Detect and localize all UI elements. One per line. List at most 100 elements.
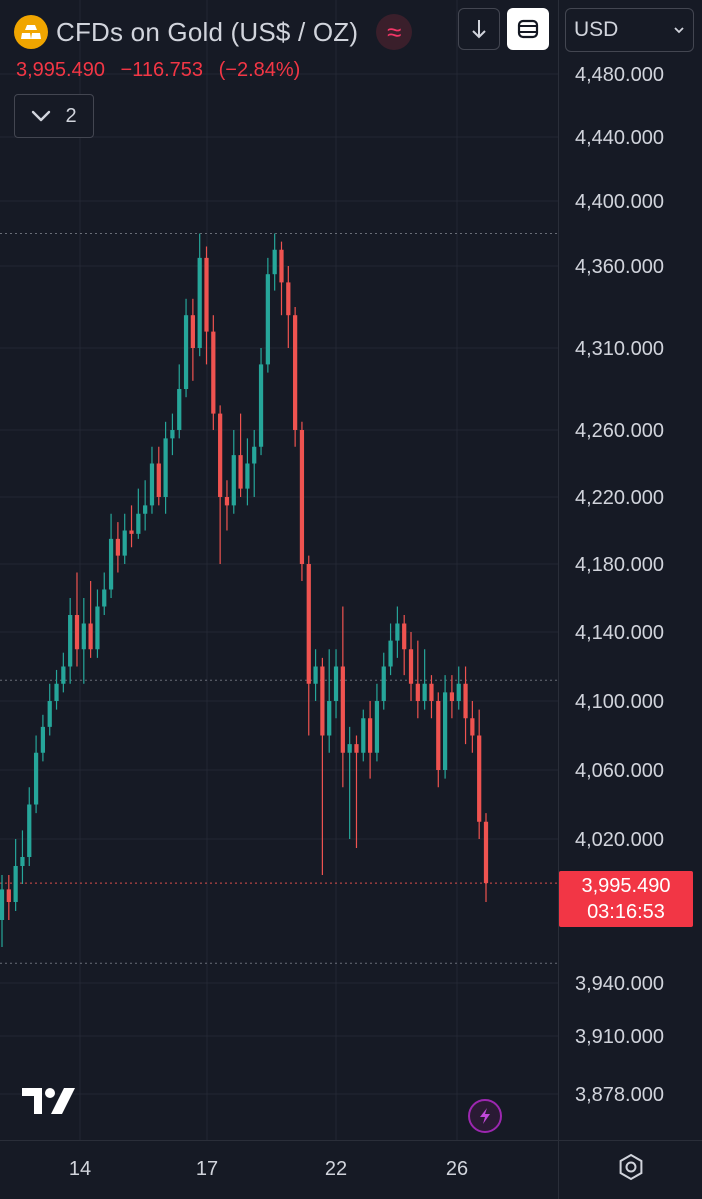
candle[interactable] — [40, 714, 46, 762]
candle[interactable] — [299, 421, 305, 581]
candle[interactable] — [156, 446, 161, 506]
candle-body — [340, 666, 345, 753]
candle[interactable] — [20, 830, 25, 884]
candle[interactable] — [347, 726, 352, 839]
settings-gear-icon[interactable] — [617, 1153, 645, 1186]
candle[interactable] — [279, 241, 284, 316]
candle[interactable] — [245, 438, 250, 506]
indicator-collapse-button[interactable]: 2 — [14, 94, 94, 138]
candle-body — [95, 606, 100, 650]
candle[interactable] — [320, 657, 325, 875]
candle[interactable] — [483, 813, 489, 902]
candle-body — [449, 692, 455, 701]
candle[interactable] — [470, 701, 475, 753]
candles[interactable] — [0, 233, 489, 948]
candle[interactable] — [177, 364, 182, 439]
candle[interactable] — [415, 640, 420, 719]
candle[interactable] — [88, 581, 93, 658]
candle[interactable] — [381, 652, 386, 710]
price-summary: 3,995.490 −116.753 (−2.84%) — [16, 59, 300, 82]
candle[interactable] — [68, 598, 73, 684]
candle[interactable] — [286, 266, 291, 348]
candle[interactable] — [149, 446, 155, 514]
candle[interactable] — [122, 513, 127, 564]
candle[interactable] — [293, 307, 298, 447]
symbol-title[interactable]: CFDs on Gold (US$ / OZ) — [56, 16, 359, 47]
candle[interactable] — [252, 430, 257, 497]
candle[interactable] — [102, 572, 107, 616]
candle[interactable] — [170, 413, 175, 456]
lightning-icon[interactable] — [468, 1099, 502, 1133]
candle[interactable] — [183, 298, 189, 398]
candle[interactable] — [361, 709, 366, 762]
candle[interactable] — [81, 598, 86, 684]
candle[interactable] — [395, 606, 400, 658]
candle[interactable] — [429, 675, 434, 719]
bar-countdown: 03:16:53 — [587, 901, 665, 923]
price-tick-label: 4,220.000 — [575, 487, 664, 509]
candle[interactable] — [442, 675, 448, 779]
candle-body — [463, 683, 468, 719]
candle[interactable] — [402, 615, 407, 676]
wave-icon[interactable]: ≈ — [376, 14, 413, 50]
candle[interactable] — [340, 606, 345, 788]
candle[interactable] — [163, 421, 168, 514]
candle[interactable] — [204, 246, 209, 365]
candle[interactable] — [54, 669, 59, 710]
candle[interactable] — [477, 709, 482, 839]
candle[interactable] — [258, 348, 264, 456]
candle[interactable] — [47, 683, 52, 736]
candle[interactable] — [115, 522, 121, 573]
download-button[interactable] — [458, 8, 500, 50]
candle[interactable] — [27, 787, 32, 866]
candle[interactable] — [224, 480, 230, 531]
time-axis[interactable]: 14 17 22 26 — [69, 1158, 468, 1180]
tradingview-logo-icon[interactable] — [20, 1086, 76, 1121]
candle[interactable] — [61, 652, 66, 693]
candle-body — [333, 666, 339, 701]
candle[interactable] — [6, 875, 11, 920]
candle[interactable] — [436, 692, 441, 788]
candle-body — [47, 701, 52, 727]
candle[interactable] — [265, 257, 270, 373]
candle[interactable] — [0, 875, 5, 947]
candle[interactable] — [231, 430, 236, 514]
candle[interactable] — [374, 683, 380, 762]
candle[interactable] — [33, 735, 39, 814]
price-tick-label: 4,310.000 — [575, 338, 664, 360]
price-axis[interactable]: 4,480.000 4,440.000 4,400.000 4,360.000 4,31… — [575, 64, 664, 1106]
layout-button[interactable] — [507, 8, 549, 50]
candle-body — [347, 744, 352, 753]
candle[interactable] — [13, 839, 18, 911]
candle[interactable] — [143, 480, 148, 531]
candle[interactable] — [388, 623, 393, 676]
candle[interactable] — [463, 666, 468, 745]
candle[interactable] — [306, 555, 311, 736]
candle[interactable] — [354, 735, 359, 849]
price-tick-label: 3,940.000 — [575, 973, 664, 995]
currency-select[interactable]: USD — [565, 8, 694, 52]
candle[interactable] — [238, 413, 243, 497]
candle[interactable] — [108, 513, 114, 598]
candle[interactable] — [422, 649, 427, 710]
candle[interactable] — [272, 233, 277, 291]
candle[interactable] — [456, 666, 461, 710]
candle[interactable] — [367, 701, 373, 779]
price-tick-label: 4,480.000 — [575, 64, 664, 86]
candle[interactable] — [197, 233, 202, 357]
time-tick-label: 17 — [196, 1158, 218, 1180]
candle[interactable] — [136, 488, 141, 539]
candle[interactable] — [74, 572, 80, 667]
candle[interactable] — [95, 589, 100, 658]
candle[interactable] — [129, 505, 134, 548]
candle[interactable] — [327, 649, 332, 753]
candle[interactable] — [449, 675, 455, 719]
candle-body — [33, 752, 39, 805]
candle[interactable] — [190, 298, 195, 381]
candle[interactable] — [211, 315, 216, 430]
candle[interactable] — [313, 649, 318, 701]
candle[interactable] — [218, 405, 223, 564]
candle[interactable] — [333, 649, 339, 719]
candle[interactable] — [408, 632, 414, 701]
